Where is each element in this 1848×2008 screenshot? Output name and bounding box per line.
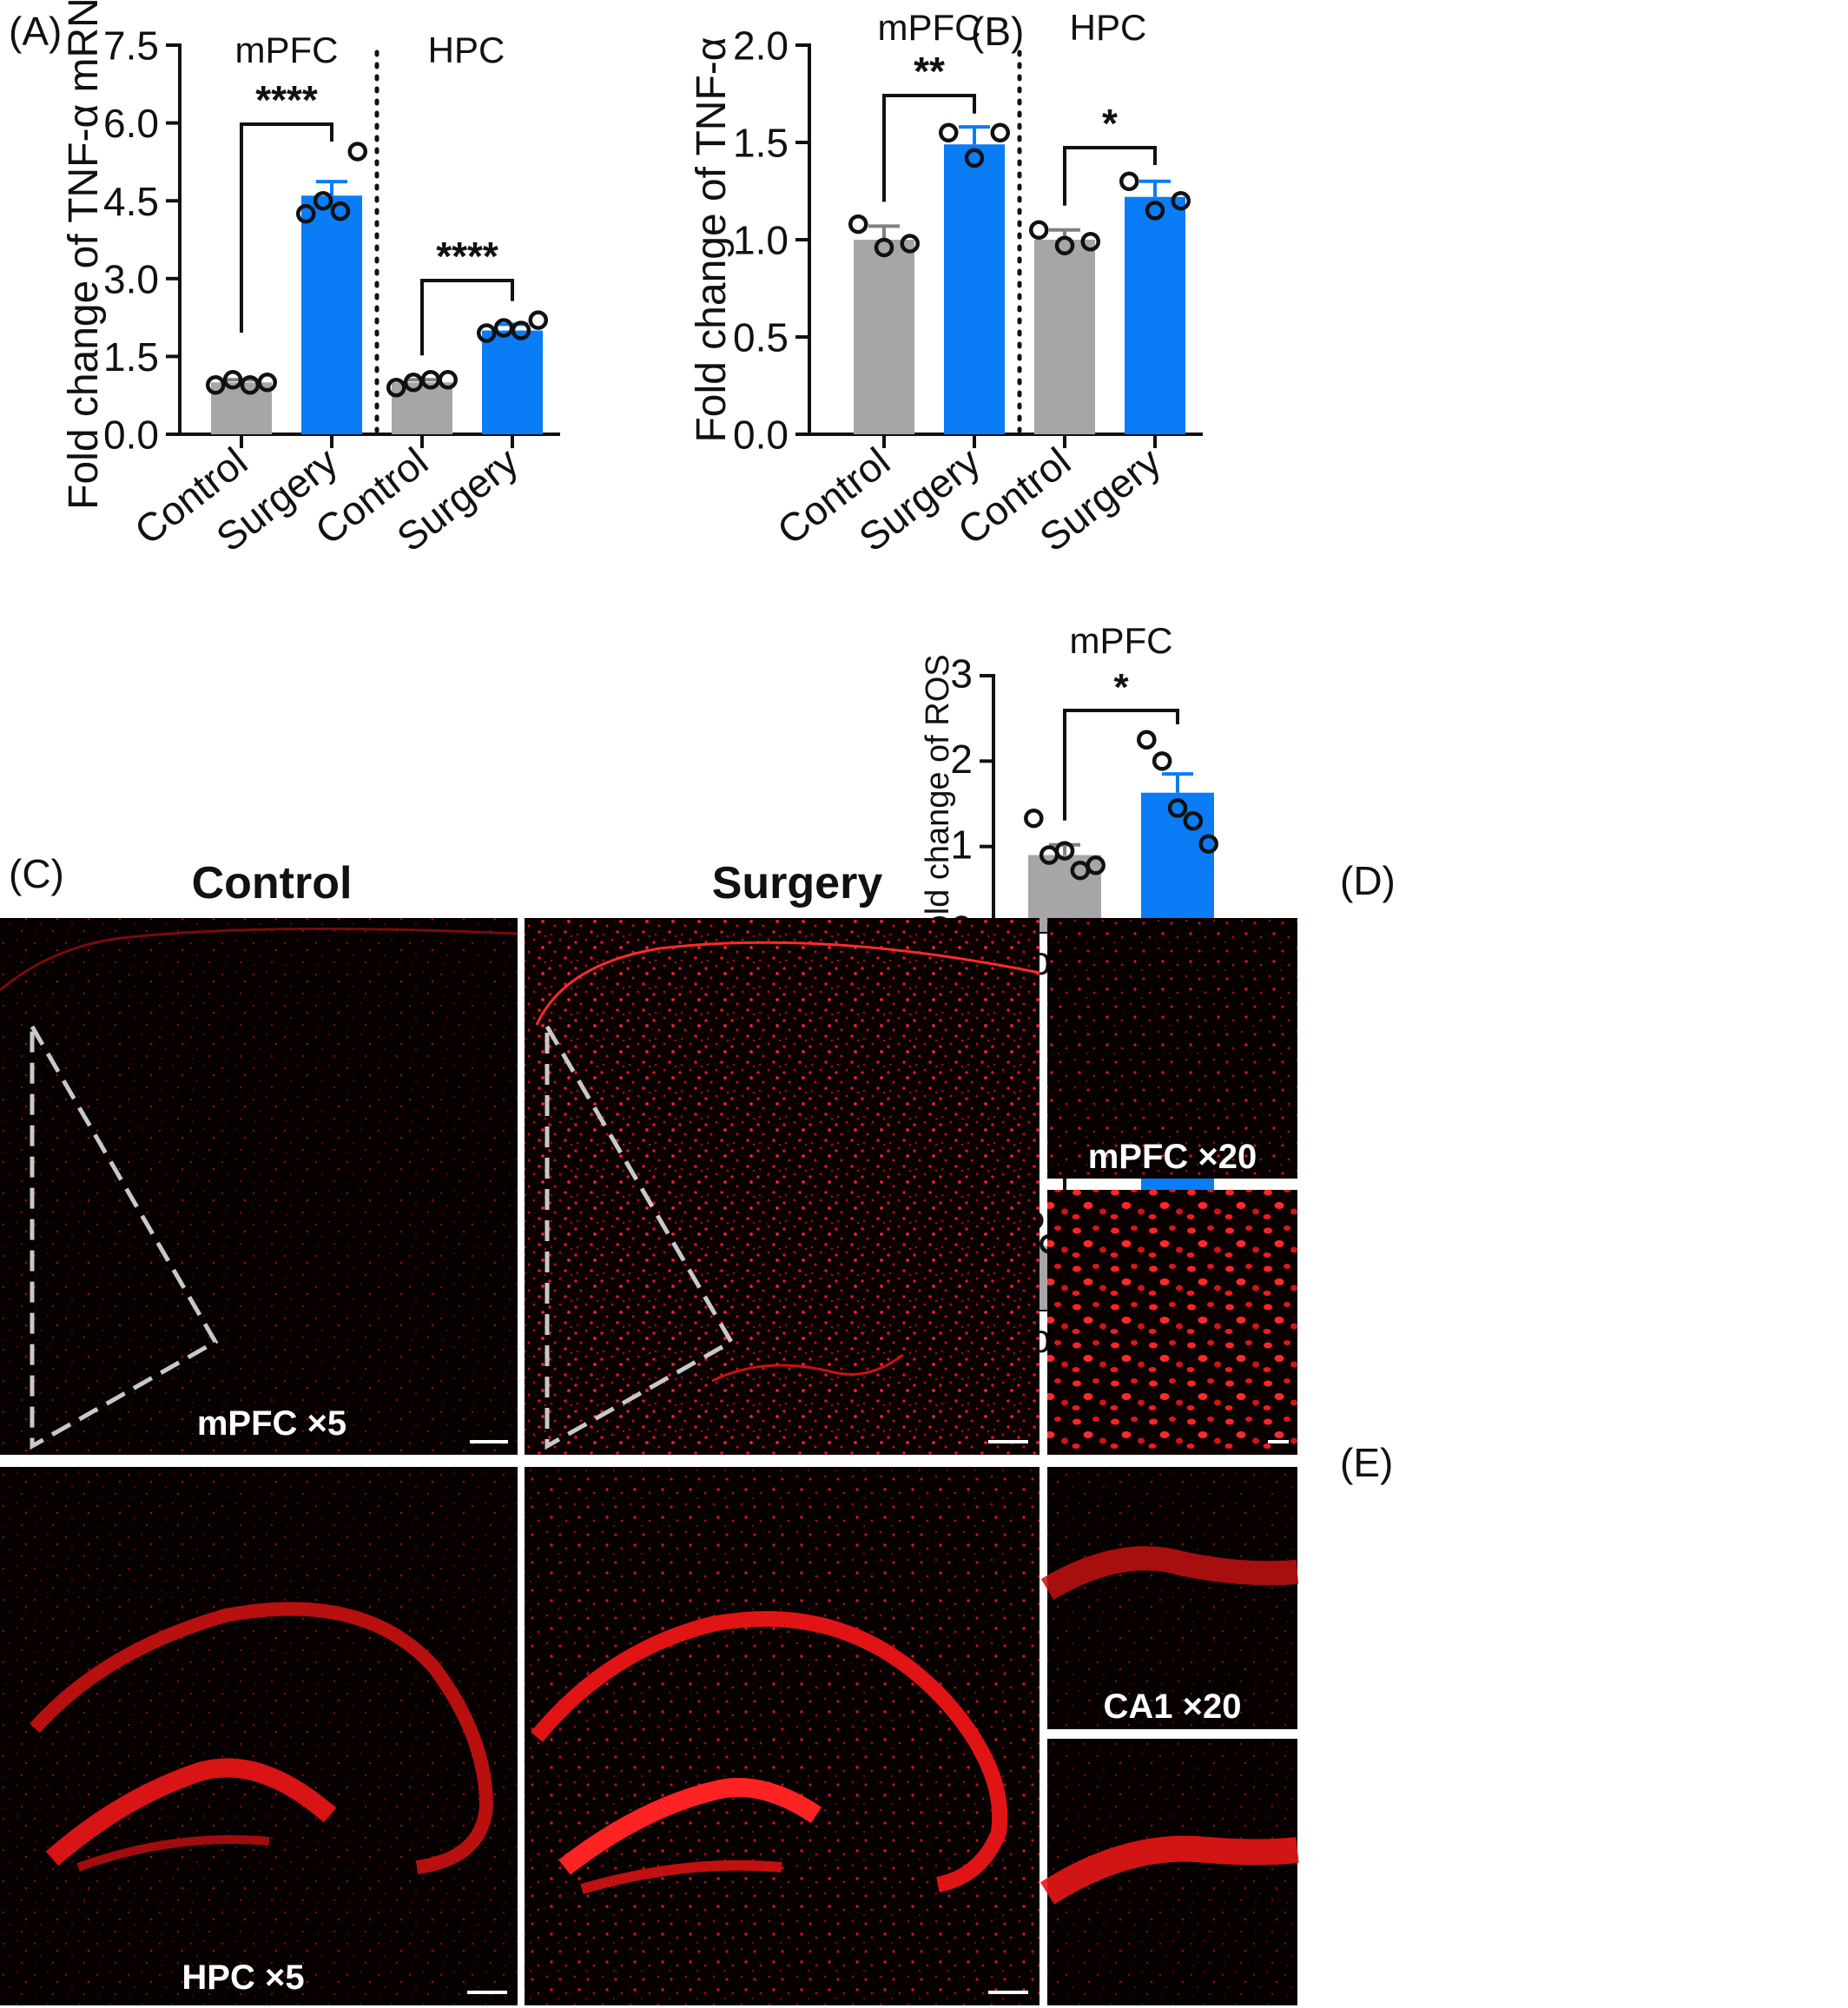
- significance-bracket: [1063, 709, 1179, 821]
- column-title-surgery: Surgery: [712, 858, 883, 908]
- y-tick-label: 3.0: [103, 256, 159, 301]
- data-point: [1183, 810, 1204, 831]
- data-point: [1152, 751, 1172, 771]
- panel-label-b: (B): [971, 9, 1024, 54]
- data-point: [848, 214, 868, 234]
- group-label: HPC: [1070, 7, 1147, 48]
- y-tick-label: 2.0: [733, 23, 789, 69]
- data-point: [1029, 220, 1049, 241]
- label-hpc-x5: HPC ×5: [182, 1958, 304, 1997]
- significance-bracket: [1063, 146, 1157, 206]
- data-point: [511, 320, 531, 340]
- data-point: [1080, 231, 1100, 252]
- data-point: [330, 201, 351, 221]
- image-control-mpfc: [0, 918, 518, 1455]
- data-point: [313, 190, 333, 211]
- data-point: [939, 122, 959, 143]
- y-axis-label-b: Fold change of TNF-α: [689, 36, 735, 442]
- y-tick-label: 2: [950, 736, 973, 782]
- data-point: [386, 377, 406, 398]
- y-tick-label: 3: [950, 651, 973, 697]
- data-point: [1119, 171, 1139, 192]
- y-tick-label: 1.5: [103, 334, 159, 380]
- group-label: mPFC: [235, 30, 339, 70]
- data-point: [964, 148, 985, 168]
- panel-label-c: (C): [9, 851, 64, 896]
- y-tick-label: 0.0: [103, 413, 159, 458]
- data-point: [1167, 798, 1188, 818]
- y-tick-label: 1: [950, 822, 973, 867]
- y-axis-label-d: Fold change of ROS: [920, 654, 956, 953]
- data-point: [874, 237, 894, 258]
- bar-a-2: [392, 382, 452, 434]
- data-point: [477, 323, 497, 343]
- group-label: HPC: [428, 30, 505, 70]
- data-point: [1137, 730, 1157, 750]
- significance-label: ****: [436, 234, 498, 279]
- group-label: mPFC: [878, 7, 981, 48]
- image-control-hpc: [0, 1467, 518, 2005]
- bar-d-1: [1141, 792, 1214, 932]
- data-point: [222, 370, 243, 390]
- y-tick-label: 6.0: [103, 101, 159, 146]
- data-point: [1198, 834, 1218, 854]
- y-tick-label: 0.5: [733, 315, 789, 360]
- chart-title-d: mPFC: [1070, 620, 1173, 661]
- y-tick-label: 4.5: [103, 179, 159, 224]
- panel-label-d: (D): [1340, 858, 1396, 903]
- bar-b-0: [854, 240, 914, 434]
- image-surgery-mpfc-20x: [1047, 1190, 1297, 1455]
- significance-label: **: [914, 49, 945, 94]
- significance-label: ****: [255, 77, 318, 122]
- y-tick-label: 1.5: [733, 121, 789, 166]
- data-point: [296, 203, 316, 224]
- image-control-ca1-20x: [1040, 1467, 1299, 1729]
- label-ca1-x20: CA1 ×20: [1104, 1688, 1242, 1726]
- y-tick-label: 7.5: [103, 23, 159, 69]
- significance-bracket: [420, 279, 514, 356]
- image-surgery-mpfc: [525, 918, 1040, 1455]
- data-point: [528, 310, 548, 330]
- significance-label: *: [1113, 666, 1129, 709]
- y-tick-label: 1.0: [733, 218, 789, 263]
- data-point: [1024, 808, 1044, 829]
- data-point: [990, 122, 1010, 143]
- panel-label-e: (E): [1340, 1440, 1393, 1485]
- bar-b-3: [1125, 196, 1185, 434]
- data-point: [900, 234, 920, 254]
- significance-bracket: [240, 122, 333, 333]
- data-point: [206, 375, 226, 395]
- y-tick-label: 0.0: [733, 413, 789, 458]
- significance-bracket: [882, 94, 976, 202]
- image-surgery-hpc: [525, 1467, 1040, 2005]
- bar-a-1: [301, 195, 362, 434]
- data-point: [1054, 841, 1075, 861]
- data-point: [1054, 235, 1075, 255]
- significance-label: *: [1102, 101, 1118, 146]
- y-axis-label-a: Fold change of TNF-α mRNA: [61, 0, 107, 510]
- data-point: [347, 142, 367, 162]
- data-point: [438, 370, 458, 390]
- bar-a-3: [482, 330, 543, 434]
- column-title-control: Control: [192, 858, 353, 908]
- microscopy-panel: Control Surgery mPFC ×5 mPFC ×20: [0, 858, 1299, 2005]
- bar-b-2: [1034, 240, 1095, 434]
- data-point: [257, 373, 277, 393]
- data-point: [1086, 855, 1106, 875]
- data-point: [1171, 190, 1191, 211]
- image-control-mpfc-20x: [1047, 918, 1297, 1179]
- bar-b-1: [944, 144, 1005, 435]
- panel-label-a: (A): [9, 9, 62, 54]
- image-surgery-ca1-20x: [1040, 1739, 1299, 2005]
- label-mpfc-x5: mPFC ×5: [197, 1404, 346, 1443]
- label-mpfc-x20: mPFC ×20: [1088, 1138, 1257, 1176]
- data-point: [1145, 201, 1165, 221]
